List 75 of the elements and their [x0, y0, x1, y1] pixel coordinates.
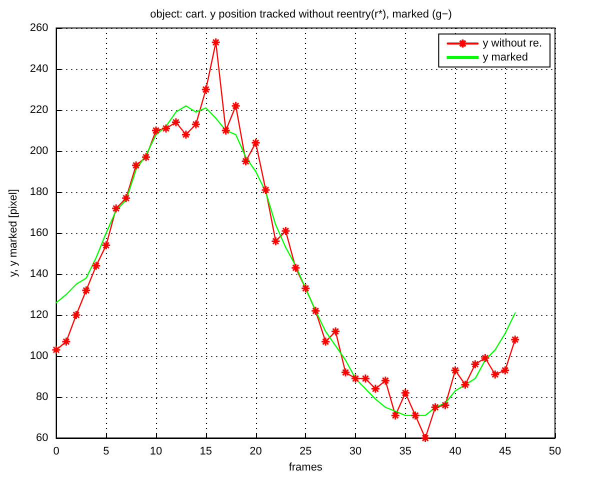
point: [91, 261, 101, 271]
point: [460, 380, 470, 390]
x-tick-label: 30: [349, 446, 362, 458]
x-tick-label: 15: [200, 446, 212, 458]
point: [161, 124, 171, 134]
x-tick-label: 25: [300, 446, 312, 458]
point: [330, 326, 340, 336]
y-tick-label: 220: [30, 104, 48, 116]
point: [201, 84, 211, 94]
point: [300, 284, 310, 294]
y-tick-label: 60: [36, 432, 48, 444]
point: [510, 334, 520, 344]
point: [81, 286, 91, 296]
point: [111, 204, 121, 214]
point: [260, 185, 270, 195]
point: [241, 156, 251, 166]
point: [470, 359, 480, 369]
y-tick-label: 80: [36, 391, 48, 403]
point: [270, 236, 280, 246]
point: [390, 410, 400, 420]
point: [440, 400, 450, 410]
y-tick-label: 200: [30, 145, 48, 157]
y-tick-label: 260: [30, 22, 48, 34]
point: [400, 388, 410, 398]
legend-label: y without re.: [482, 38, 542, 50]
point: [500, 366, 510, 376]
point: [251, 138, 260, 148]
point: [320, 336, 330, 346]
point: [131, 160, 141, 170]
point: [360, 374, 370, 384]
y-tick-label: 180: [30, 186, 48, 198]
x-tick-label: 35: [399, 446, 412, 458]
point: [171, 118, 181, 128]
point: [480, 353, 490, 363]
x-tick-label: 10: [150, 446, 162, 458]
y-tick-label: 240: [30, 63, 48, 75]
x-tick-label: 40: [449, 446, 462, 458]
x-tick-label: 20: [250, 446, 262, 458]
x-tick-label: 50: [548, 446, 562, 458]
point: [231, 101, 241, 111]
point: [350, 374, 360, 384]
point: [71, 310, 81, 320]
x-axis-title: frames: [288, 461, 323, 474]
point: [101, 240, 111, 250]
point: [410, 410, 420, 420]
point: [380, 376, 390, 386]
point: [450, 366, 460, 376]
point: [370, 384, 380, 394]
x-tick-label: 5: [103, 446, 110, 458]
point: [430, 402, 440, 412]
y-tick-label: 140: [30, 268, 48, 280]
x-tick-label: 0: [53, 446, 60, 458]
point: [290, 263, 300, 273]
point: [61, 336, 71, 346]
y-tick-label: 160: [30, 227, 48, 239]
point: [141, 152, 151, 162]
point: [490, 370, 500, 380]
point: [121, 193, 131, 203]
point: [211, 38, 221, 48]
y-tick-label: 100: [30, 350, 48, 362]
x-tick-label: 45: [499, 446, 512, 458]
point: [310, 306, 320, 316]
point: [191, 120, 201, 130]
point: [52, 345, 62, 355]
legend-label: y marked: [482, 52, 528, 64]
y-tick-label: 120: [30, 309, 48, 321]
point: [420, 433, 430, 443]
y-axis-title: y, y marked [pixel]: [8, 189, 20, 277]
point: [181, 130, 191, 140]
point: [221, 126, 231, 136]
point: [340, 368, 350, 378]
point: [280, 226, 290, 236]
chart-title: object: cart. y position tracked without reentry(r*), marked (g−): [150, 8, 452, 20]
line-series: [56, 105, 516, 416]
point: [151, 126, 161, 136]
